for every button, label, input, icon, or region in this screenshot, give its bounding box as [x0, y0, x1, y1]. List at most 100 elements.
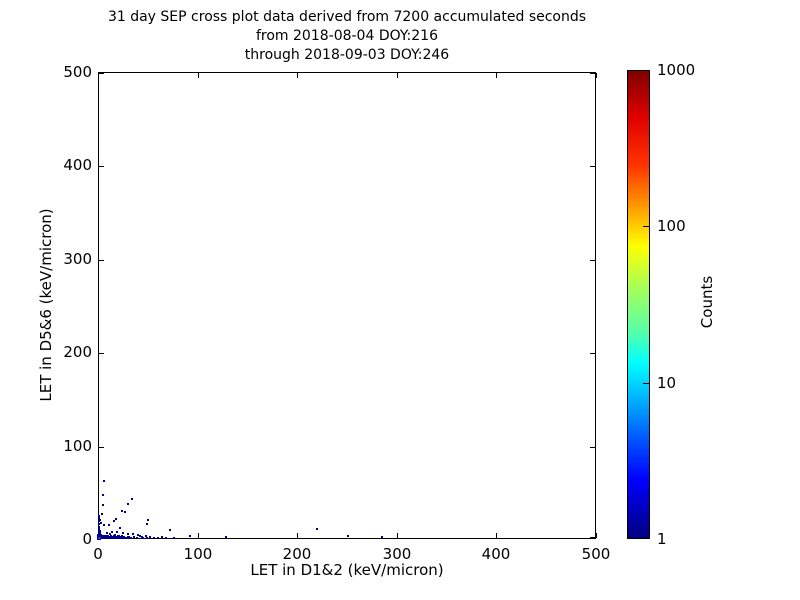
x-tick-label: 200 — [282, 545, 312, 563]
x-tick-label: 400 — [481, 545, 511, 563]
y-tickmark — [99, 447, 104, 448]
x-tickmark — [496, 533, 497, 538]
data-point — [127, 536, 130, 539]
data-point — [98, 529, 101, 532]
data-point — [225, 536, 228, 539]
y-tickmark-right — [590, 447, 595, 448]
data-point — [380, 536, 383, 539]
y-tick-label: 200 — [63, 343, 92, 361]
data-point — [126, 533, 129, 536]
data-point — [129, 537, 132, 540]
data-point — [188, 535, 191, 538]
data-point — [152, 537, 155, 540]
data-point — [145, 523, 148, 526]
x-tickmark-top — [98, 73, 99, 78]
x-tickmark-top — [297, 73, 298, 78]
data-point — [138, 535, 141, 538]
data-point — [113, 534, 116, 537]
data-point — [118, 526, 121, 529]
data-point — [100, 512, 103, 515]
data-point — [97, 536, 100, 539]
data-point — [126, 502, 129, 505]
y-tickmark — [99, 166, 104, 167]
data-point — [124, 537, 127, 540]
y-tickmark-right — [590, 537, 595, 538]
colorbar-tickmark — [643, 383, 649, 384]
data-point — [130, 497, 133, 500]
x-tick-label: 500 — [581, 545, 611, 563]
data-point — [145, 537, 148, 540]
data-point — [109, 535, 112, 538]
data-point — [105, 532, 108, 535]
data-point — [172, 537, 175, 540]
x-tickmark — [397, 533, 398, 538]
y-tickmark-right — [590, 73, 595, 74]
data-point — [136, 534, 139, 537]
x-tickmark-top — [397, 73, 398, 78]
plot-area — [98, 72, 597, 539]
data-point — [97, 514, 100, 517]
data-point — [115, 530, 118, 533]
colorbar — [627, 70, 650, 539]
x-tickmark — [596, 533, 597, 538]
data-point — [120, 535, 123, 538]
data-point — [98, 519, 101, 522]
x-tick-label: 300 — [382, 545, 412, 563]
data-point — [97, 527, 100, 530]
y-tickmark — [99, 353, 104, 354]
data-point — [112, 520, 115, 523]
data-point — [346, 535, 349, 538]
data-point — [156, 537, 159, 540]
x-tickmark — [297, 533, 298, 538]
colorbar-tickmark — [643, 226, 649, 227]
x-tickmark-top — [496, 73, 497, 78]
title-line-1: 31 day SEP cross plot data derived from … — [107, 9, 587, 25]
data-point — [108, 533, 111, 536]
data-point — [121, 532, 124, 535]
data-point — [101, 504, 104, 507]
x-tick-label: 0 — [93, 545, 103, 563]
data-point — [102, 480, 105, 483]
data-point — [135, 537, 138, 540]
y-tickmark-right — [590, 353, 595, 354]
data-point — [164, 537, 167, 540]
y-tickmark — [99, 260, 104, 261]
data-point — [97, 523, 100, 526]
data-point — [168, 528, 171, 531]
data-point — [114, 518, 117, 521]
data-point — [120, 509, 123, 512]
data-point — [98, 532, 101, 535]
title-line-2: from 2018-08-04 DOY:216 — [255, 28, 438, 44]
data-point — [132, 536, 135, 539]
data-point — [146, 519, 149, 522]
data-point — [102, 523, 105, 526]
x-axis-label: LET in D1&2 (keV/micron) — [250, 561, 444, 579]
data-point — [115, 537, 118, 540]
y-tick-label: 300 — [63, 250, 92, 268]
data-point — [107, 523, 110, 526]
data-point — [106, 535, 109, 538]
colorbar-label: Counts — [698, 275, 716, 329]
y-tickmark-right — [590, 260, 595, 261]
x-tickmark — [198, 533, 199, 538]
y-tick-label: 500 — [63, 63, 92, 81]
data-point — [123, 510, 126, 513]
data-point — [97, 525, 100, 528]
data-point — [99, 522, 102, 525]
y-axis-label: LET in D5&6 (keV/micron) — [37, 208, 55, 402]
data-point — [148, 536, 151, 539]
y-tick-label: 0 — [82, 530, 92, 548]
x-tick-label: 100 — [183, 545, 213, 563]
y-tickmark-right — [590, 166, 595, 167]
data-point — [119, 537, 122, 540]
data-point — [131, 533, 134, 536]
title-line-3: through 2018-09-03 DOY:246 — [244, 47, 450, 63]
x-tickmark-top — [596, 73, 597, 78]
y-tick-label: 400 — [63, 156, 92, 174]
data-point — [97, 517, 100, 520]
data-point — [160, 536, 163, 539]
data-point — [99, 537, 102, 540]
data-point — [110, 531, 113, 534]
data-point — [316, 527, 319, 530]
